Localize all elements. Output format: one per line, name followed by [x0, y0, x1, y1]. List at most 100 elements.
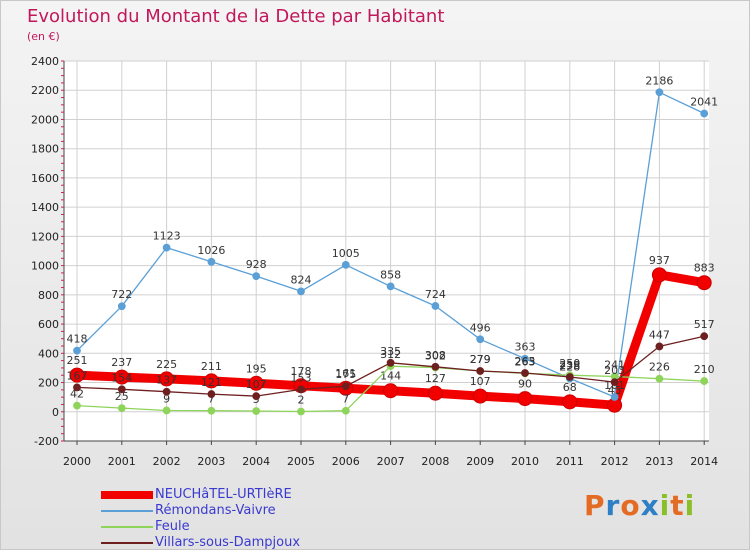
data-point	[386, 358, 395, 367]
data-label: 928	[246, 258, 267, 271]
x-tick-label: 2011	[556, 455, 584, 468]
x-tick-label: 2007	[377, 455, 405, 468]
logo-letter: P	[584, 489, 606, 522]
data-label: 238	[559, 359, 580, 372]
data-label: 7	[342, 393, 349, 406]
proxiti-logo: Proxiti	[584, 489, 695, 522]
data-label: 883	[694, 262, 715, 275]
data-point	[431, 302, 440, 310]
data-point	[521, 369, 529, 377]
data-label: 9	[163, 392, 170, 405]
data-label: 279	[470, 353, 491, 366]
data-point	[203, 373, 219, 389]
x-tick-label: 2001	[108, 455, 136, 468]
data-point	[431, 362, 440, 371]
y-tick-label: 1600	[31, 172, 59, 185]
data-label: 302	[425, 350, 446, 363]
y-tick-label: -200	[34, 435, 59, 448]
data-label: 265	[515, 355, 536, 368]
data-point	[114, 369, 130, 385]
data-label: 824	[291, 273, 312, 286]
legend-swatch	[101, 526, 153, 528]
chart-subtitle: (en €)	[27, 30, 60, 43]
data-label: 121	[201, 376, 222, 389]
y-tick-label: 0	[52, 406, 59, 419]
legend-label: NEUCHâTEL-URTIèRE	[155, 487, 292, 502]
data-point	[252, 392, 261, 401]
data-label: 241	[604, 359, 625, 372]
data-point	[297, 385, 305, 394]
data-point	[73, 346, 81, 355]
x-tick-label: 2003	[197, 455, 225, 468]
data-point	[73, 383, 81, 392]
data-label: 308	[425, 349, 446, 362]
data-label: 203	[604, 364, 625, 377]
data-label: 167	[67, 369, 88, 382]
data-point	[162, 243, 171, 252]
data-point	[252, 407, 261, 415]
data-label: 225	[156, 358, 177, 371]
data-point	[73, 401, 81, 410]
y-tick-label: 1400	[31, 201, 59, 214]
data-label: 25	[115, 390, 129, 403]
data-label: 107	[246, 378, 267, 391]
legend-label: Villars-sous-Dampjoux	[155, 535, 301, 550]
data-label: 45	[608, 384, 622, 397]
data-label: 250	[559, 357, 580, 370]
y-tick-label: 600	[38, 318, 59, 331]
data-point	[162, 387, 171, 396]
data-point	[341, 406, 350, 415]
data-label: 1123	[153, 230, 181, 243]
data-label: 2041	[690, 95, 718, 108]
legend-label: Rémondans-Vaivre	[155, 503, 276, 518]
data-point	[521, 354, 529, 363]
logo-letter: x	[640, 489, 660, 522]
x-tick-label: 2014	[690, 455, 718, 468]
x-tick-label: 2012	[601, 455, 629, 468]
data-label: 263	[515, 355, 536, 368]
data-point	[610, 393, 619, 401]
data-point	[517, 391, 533, 407]
data-label: 1005	[332, 247, 360, 260]
x-tick-label: 2010	[511, 455, 539, 468]
data-point	[159, 371, 175, 387]
data-label: 161	[335, 367, 356, 380]
data-point	[476, 335, 485, 344]
data-point	[297, 407, 305, 416]
data-point	[651, 267, 667, 283]
legend-swatch	[101, 542, 153, 544]
data-label: 447	[649, 328, 670, 341]
data-label: 211	[201, 360, 222, 373]
data-label: 2186	[645, 74, 673, 87]
data-label: 418	[67, 333, 88, 346]
data-label: 279	[470, 353, 491, 366]
data-point	[386, 282, 395, 291]
data-point	[207, 257, 216, 266]
data-point	[162, 406, 171, 415]
data-point	[655, 342, 664, 351]
data-label: 7	[208, 393, 215, 406]
x-tick-label: 2008	[421, 455, 449, 468]
data-label: 2	[298, 393, 305, 406]
data-point	[700, 332, 709, 341]
x-tick-label: 2004	[242, 455, 270, 468]
y-tick-label: 2200	[31, 84, 59, 97]
data-point	[700, 109, 709, 118]
data-point	[700, 377, 709, 385]
logo-letter: r	[605, 489, 621, 522]
data-label: 90	[518, 378, 532, 391]
data-point	[207, 390, 216, 398]
data-label: 724	[425, 288, 446, 301]
data-point	[117, 302, 126, 311]
data-point	[207, 406, 216, 415]
data-label: 1026	[197, 244, 225, 257]
data-label: 517	[694, 318, 715, 331]
data-label: 175	[335, 368, 356, 381]
data-label: 107	[470, 375, 491, 388]
data-label: 154	[111, 371, 132, 384]
data-label: 144	[380, 370, 401, 383]
x-tick-label: 2000	[63, 455, 91, 468]
data-point	[655, 88, 664, 97]
